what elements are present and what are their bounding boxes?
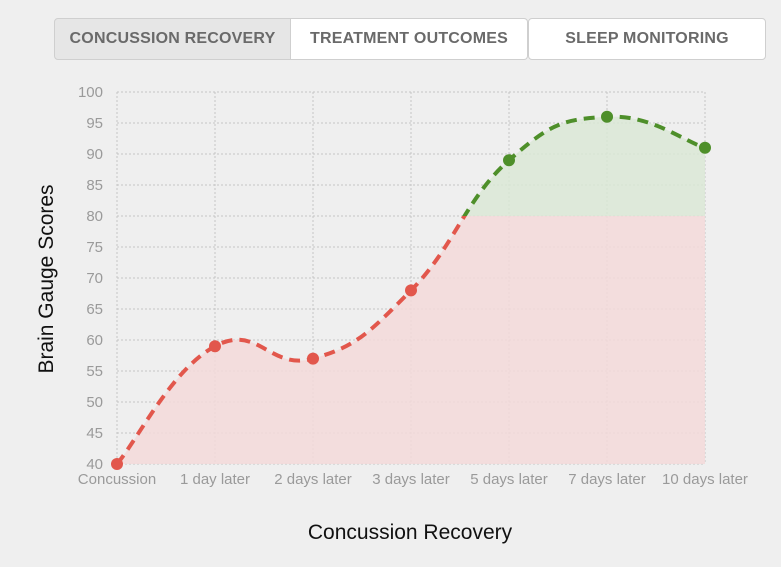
tab-sleep-monitoring[interactable]: SLEEP MONITORING (528, 18, 766, 60)
x-tick-label: Concussion (78, 471, 156, 488)
y-tick-label: 40 (86, 456, 103, 473)
tab-concussion-recovery[interactable]: CONCUSSION RECOVERY (54, 18, 291, 60)
x-tick-label: 2 days later (274, 471, 352, 488)
data-point[interactable] (699, 141, 711, 154)
x-tick-label: 5 days later (470, 471, 548, 488)
y-tick-label: 85 (86, 177, 103, 194)
data-point[interactable] (601, 110, 613, 123)
y-tick-label: 45 (86, 425, 103, 442)
y-tick-label: 80 (86, 208, 103, 225)
data-point[interactable] (209, 340, 221, 353)
y-tick-label: 55 (86, 363, 103, 380)
y-tick-label: 70 (86, 270, 103, 287)
data-points (111, 110, 711, 470)
x-tick-labels: Concussion 1 day later 2 days later 3 days … (78, 471, 748, 488)
y-tick-label: 100 (78, 84, 103, 101)
y-tick-label: 90 (86, 146, 103, 163)
area-fills (117, 116, 705, 464)
x-tick-label: 1 day later (180, 471, 250, 488)
y-tick-label: 60 (86, 332, 103, 349)
tab-treatment-outcomes[interactable]: TREATMENT OUTCOMES (291, 18, 528, 60)
y-axis-title: Brain Gauge Scores (35, 184, 58, 373)
x-tick-label: 3 days later (372, 471, 450, 488)
chart-tabs: CONCUSSION RECOVERY TREATMENT OUTCOMES S… (54, 18, 766, 60)
area-below-threshold (117, 216, 705, 464)
data-point[interactable] (503, 154, 515, 167)
y-tick-labels: 40 45 50 55 60 65 70 75 80 85 90 95 100 (78, 84, 103, 473)
x-tick-label: 7 days later (568, 471, 646, 488)
y-tick-label: 95 (86, 115, 103, 132)
data-point[interactable] (307, 352, 319, 365)
data-point[interactable] (405, 284, 417, 297)
y-tick-label: 50 (86, 394, 103, 411)
y-tick-label: 75 (86, 239, 103, 256)
y-tick-label: 65 (86, 301, 103, 318)
x-tick-label: 10 days later (662, 471, 748, 488)
data-point[interactable] (111, 458, 123, 470)
x-axis-title: Concussion Recovery (308, 521, 513, 544)
area-above-threshold (464, 116, 705, 216)
